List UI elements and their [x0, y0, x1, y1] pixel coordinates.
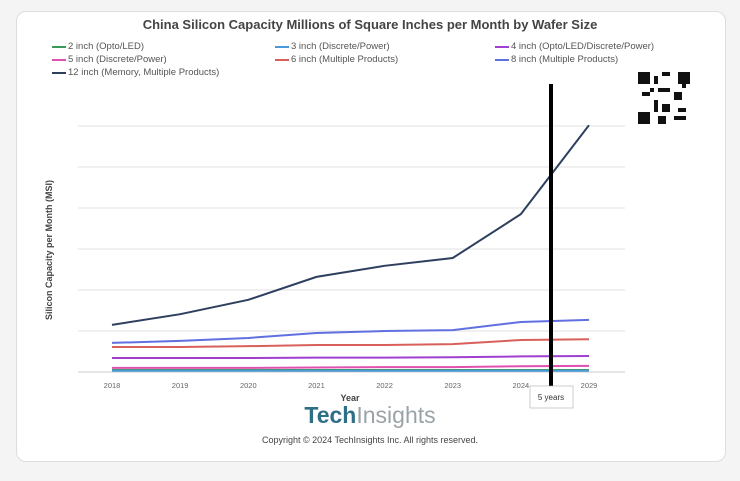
x-tick-label: 2029	[581, 381, 598, 390]
x-tick-label: 2018	[104, 381, 121, 390]
series-line	[112, 355, 590, 360]
x-tick-label: 2019	[172, 381, 189, 390]
legend-label: 4 inch (Opto/LED/Discrete/Power)	[511, 41, 655, 52]
x-tick-label: 2022	[376, 381, 393, 390]
legend-swatch	[52, 58, 66, 61]
series-line	[112, 364, 590, 369]
legend-item: 4 inch (Opto/LED/Discrete/Power)	[495, 41, 654, 52]
annotation-label: 5 years	[538, 393, 564, 402]
legend-label: 3 inch (Discrete/Power)	[291, 41, 390, 52]
copyright: Copyright © 2024 TechInsights Inc. All r…	[261, 435, 479, 445]
legend-swatch	[275, 45, 289, 48]
series-line	[112, 338, 590, 348]
legend-item: 5 inch (Discrete/Power)	[52, 54, 167, 65]
x-tick-label: 2023	[444, 381, 461, 390]
qr-code	[638, 72, 690, 124]
x-tick-label: 2020	[240, 381, 257, 390]
legend-item: 8 inch (Multiple Products)	[495, 54, 618, 65]
legend-swatch	[495, 45, 509, 48]
x-axis-title: Year	[340, 393, 360, 403]
legend-label: 12 inch (Memory, Multiple Products)	[68, 67, 220, 78]
annotation-box	[529, 385, 574, 409]
legend-item: 6 inch (Multiple Products)	[275, 54, 398, 65]
x-tick-label: 2021	[308, 381, 325, 390]
legend-swatch	[52, 45, 66, 48]
series-line	[111, 318, 590, 344]
legend-item: 2 inch (Opto/LED)	[52, 41, 144, 52]
legend-item: 3 inch (Discrete/Power)	[275, 41, 390, 52]
legend-label: 2 inch (Opto/LED)	[68, 41, 145, 52]
legend-swatch	[52, 71, 66, 74]
legend-label: 5 inch (Discrete/Power)	[68, 54, 167, 65]
legend-label: 8 inch (Multiple Products)	[511, 54, 619, 65]
legend-item: 12 inch (Memory, Multiple Products)	[52, 67, 219, 78]
chart-card	[16, 11, 726, 462]
x-tick-label: 2024	[513, 381, 530, 390]
techinsights-logo: TechInsights	[304, 402, 436, 428]
chart-title: China Silicon Capacity Millions of Squar…	[142, 17, 598, 32]
series-line	[111, 124, 590, 326]
y-axis-title: Silicon Capacity per Month (MSI)	[44, 180, 54, 320]
legend-label: 6 inch (Multiple Products)	[291, 54, 399, 65]
legend-swatch	[275, 58, 289, 61]
legend-swatch	[495, 58, 509, 61]
